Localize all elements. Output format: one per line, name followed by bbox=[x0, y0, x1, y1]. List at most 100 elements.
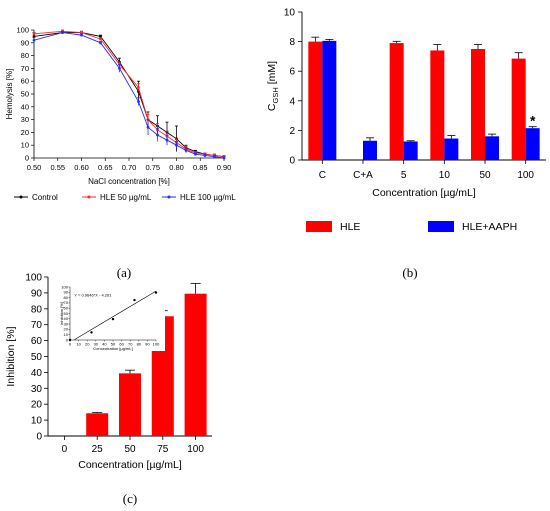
y-tick-label: 80 bbox=[21, 51, 29, 60]
x-tick-label: 0.80 bbox=[169, 163, 184, 172]
data-point bbox=[61, 31, 64, 34]
x-tick-label: 0.60 bbox=[74, 163, 89, 172]
inset-data-point bbox=[133, 298, 136, 302]
inset-y-tick-label: 0 bbox=[66, 337, 69, 342]
panel-label-a: (a) bbox=[117, 265, 131, 280]
chart-gsh: 0 2 4 6 8 10 C C+A 5 10 50 100 * Concentration [µg/mL… bbox=[266, 8, 546, 233]
inset-y-tick-label: 100 bbox=[61, 284, 68, 289]
inset-y-tick-label: 80 bbox=[64, 295, 69, 300]
inset-x-tick-label: 30 bbox=[94, 342, 99, 347]
x-tick-label: 10 bbox=[439, 170, 451, 181]
x-tick-label: 5 bbox=[401, 170, 407, 181]
inset-y-tick-label: 60 bbox=[64, 306, 69, 311]
y-tick-label: 8 bbox=[289, 37, 295, 48]
data-point bbox=[32, 32, 36, 36]
legend-label: Control bbox=[32, 193, 58, 202]
inset-x-tick-label: 60 bbox=[119, 342, 124, 347]
inset-y-tick-label: 20 bbox=[64, 327, 69, 332]
inset-x-tick-label: 70 bbox=[128, 342, 133, 347]
legend-swatch bbox=[306, 221, 332, 232]
y-tick-label: 20 bbox=[31, 400, 43, 411]
x-tick-label: 0.90 bbox=[217, 163, 232, 172]
y-tick-label: 10 bbox=[21, 141, 29, 150]
y-axis-label: CGSH [mM] bbox=[266, 61, 280, 111]
data-point bbox=[203, 154, 207, 157]
bar bbox=[403, 141, 418, 160]
y-tick-label: 100 bbox=[16, 26, 29, 35]
bar bbox=[511, 58, 526, 161]
inset-x-tick-label: 40 bbox=[102, 342, 107, 347]
y-tick-label: 100 bbox=[25, 273, 42, 284]
legend-swatch bbox=[428, 221, 454, 232]
data-point bbox=[156, 133, 159, 137]
inset-x-tick-label: 90 bbox=[145, 342, 150, 347]
x-tick-label: 0.75 bbox=[145, 163, 160, 172]
y-tick-label: 0 bbox=[25, 154, 29, 163]
y-tick-label: 40 bbox=[31, 368, 43, 379]
x-tick-label: 50 bbox=[479, 170, 491, 181]
x-axis-label: Concentration [µg/mL] bbox=[372, 187, 476, 199]
data-point bbox=[137, 86, 140, 89]
y-tick-label: 2 bbox=[289, 126, 295, 137]
series-line bbox=[33, 32, 225, 159]
inset-equation: Y = 0.9646*X - 4.261 bbox=[74, 293, 112, 298]
bar bbox=[444, 138, 459, 160]
x-tick-label: 0.55 bbox=[50, 163, 65, 172]
x-tick-label: 75 bbox=[157, 444, 169, 455]
data-point bbox=[194, 152, 197, 156]
y-tick-label: 80 bbox=[31, 304, 43, 315]
y-tick-label: 30 bbox=[21, 115, 29, 124]
x-tick-label: 100 bbox=[187, 444, 204, 455]
inset-x-tick-label: 10 bbox=[76, 342, 81, 347]
x-tick-label: C bbox=[319, 170, 326, 181]
legend-label: HLE 50 µg/mL bbox=[100, 193, 152, 202]
inset-y-tick-label: 90 bbox=[64, 290, 69, 295]
y-tick-label: 20 bbox=[21, 128, 29, 137]
x-tick-label: 25 bbox=[92, 444, 104, 455]
bar bbox=[485, 136, 499, 160]
legend-marker bbox=[19, 195, 23, 199]
series-line bbox=[33, 30, 225, 158]
data-point bbox=[213, 155, 216, 159]
y-tick-label: 30 bbox=[31, 384, 43, 395]
y-tick-label: 0 bbox=[289, 156, 295, 167]
y-tick-label: 90 bbox=[31, 288, 43, 299]
data-point bbox=[80, 33, 83, 37]
bar bbox=[184, 293, 207, 436]
bar bbox=[86, 413, 109, 436]
inset-data-point bbox=[90, 331, 93, 334]
y-tick-label: 40 bbox=[21, 102, 29, 111]
inset-x-tick-label: 50 bbox=[111, 342, 116, 347]
y-tick-label: 10 bbox=[284, 8, 296, 19]
inset-y-tick-label: 50 bbox=[64, 311, 69, 316]
data-point bbox=[80, 31, 83, 34]
bar bbox=[389, 43, 404, 160]
bar bbox=[363, 140, 377, 160]
inset-x-tick-label: 80 bbox=[137, 342, 142, 347]
y-tick-label: 60 bbox=[21, 77, 29, 86]
x-tick-label: 0.65 bbox=[98, 163, 113, 172]
bar bbox=[119, 373, 141, 436]
inset-x-tick-label: 20 bbox=[85, 342, 90, 347]
chart-hemolysis: 0 10 20 30 40 50 60 70 80 90 100 0.50 0.55 0.60 0.65 0.… bbox=[5, 26, 236, 203]
inset-data-point bbox=[111, 317, 115, 321]
legend-label: HLE bbox=[340, 221, 360, 233]
inset-y-tick-label: 30 bbox=[64, 321, 69, 326]
x-tick-label: 0.85 bbox=[193, 163, 208, 172]
y-tick-label: 60 bbox=[31, 336, 43, 347]
y-axis-label: Hemolysis [%] bbox=[5, 69, 14, 120]
x-tick-label: C+A bbox=[353, 170, 373, 181]
data-point bbox=[32, 35, 36, 38]
data-point bbox=[99, 35, 102, 38]
x-tick-label: 50 bbox=[124, 444, 136, 455]
x-axis-label: NaCl concentration [%] bbox=[88, 177, 170, 186]
panel-label-b: (b) bbox=[402, 265, 417, 280]
x-tick-label: 100 bbox=[517, 170, 534, 181]
y-tick-label: 4 bbox=[289, 96, 295, 107]
inset-y-tick-label: 10 bbox=[64, 332, 69, 337]
x-axis-label: Concentration [µg/mL] bbox=[78, 459, 182, 471]
bar bbox=[471, 49, 485, 160]
